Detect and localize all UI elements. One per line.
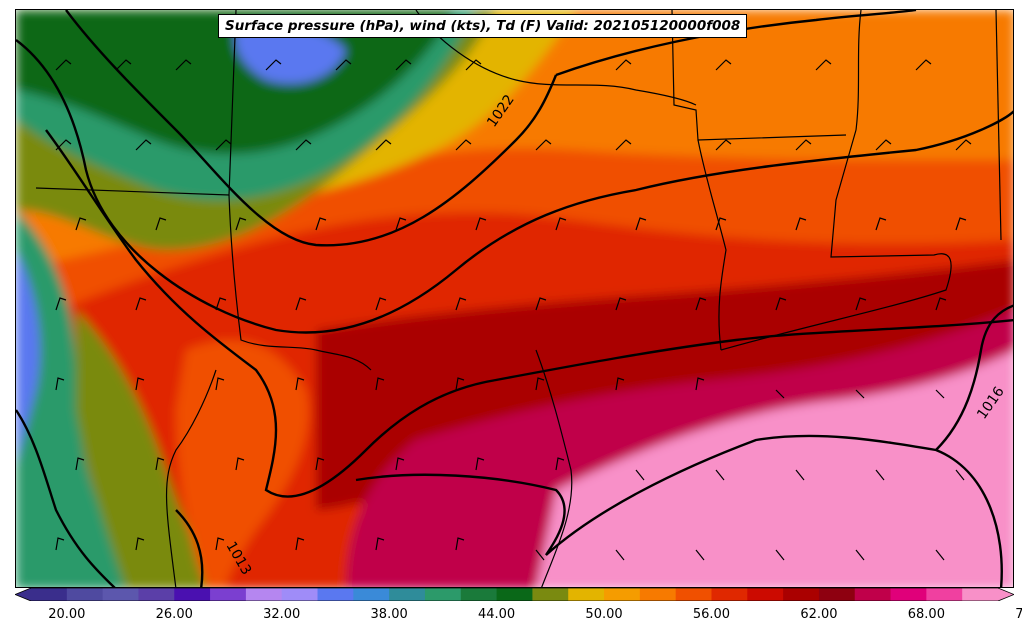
colorbar-tick-label: 62.00 [800,607,838,622]
colorbar-segment [496,588,533,601]
map-title: Surface pressure (hPa), wind (kts), Td (… [218,14,748,38]
colorbar-segment [818,588,856,601]
isobars [16,10,1013,587]
colorbar-extend-low [15,588,31,601]
colorbar-segment [317,588,354,601]
colorbar-segment [174,588,211,601]
colorbar-segment [568,588,605,601]
colorbar-segment [353,588,390,601]
colorbar-segment [31,588,68,601]
colorbar-segment [639,588,677,601]
colorbar-tick-label: 44.00 [477,607,516,622]
colorbar-segment [747,588,784,601]
colorbar-segment [711,588,748,601]
dewpoint-fill [16,10,1013,587]
colorbar-segment [854,588,892,601]
colorbar-segment [675,588,712,601]
colorbar-tick-label: 50.00 [585,607,623,622]
colorbar-segment [210,588,247,601]
colorbar-segment [604,588,641,601]
colorbar-tick-label: 68.00 [907,607,945,622]
colorbar-segment [389,588,426,601]
colorbar-segment [281,588,319,601]
state-boundaries [35,10,1002,587]
colorbar-segment [102,588,139,601]
colorbar-segment [532,588,569,601]
colorbar-tick-label: 32.00 [263,607,301,622]
colorbar-tick-label: 56.00 [692,607,731,622]
colorbar-tick-label: 26.00 [155,607,193,622]
colorbar-segment [424,588,462,601]
colorbar-tick-label: 38.00 [370,607,408,622]
colorbar-tick-label: 20.00 [48,607,86,622]
wind-barbs [55,59,972,561]
colorbar-segment [245,588,283,601]
colorbar-segment [890,588,927,601]
colorbar-segment [962,588,999,601]
colorbar-tick-label: 74.00 [1015,607,1022,622]
colorbar-segment [460,588,498,601]
colorbar-segment [66,588,104,601]
colorbar-segment [783,588,820,601]
colorbar [15,588,1014,601]
weather-map: 1022 1016 1013 [15,9,1014,588]
colorbar-segment [926,588,963,601]
colorbar-segment [138,588,175,601]
colorbar-extend-high [998,588,1014,601]
